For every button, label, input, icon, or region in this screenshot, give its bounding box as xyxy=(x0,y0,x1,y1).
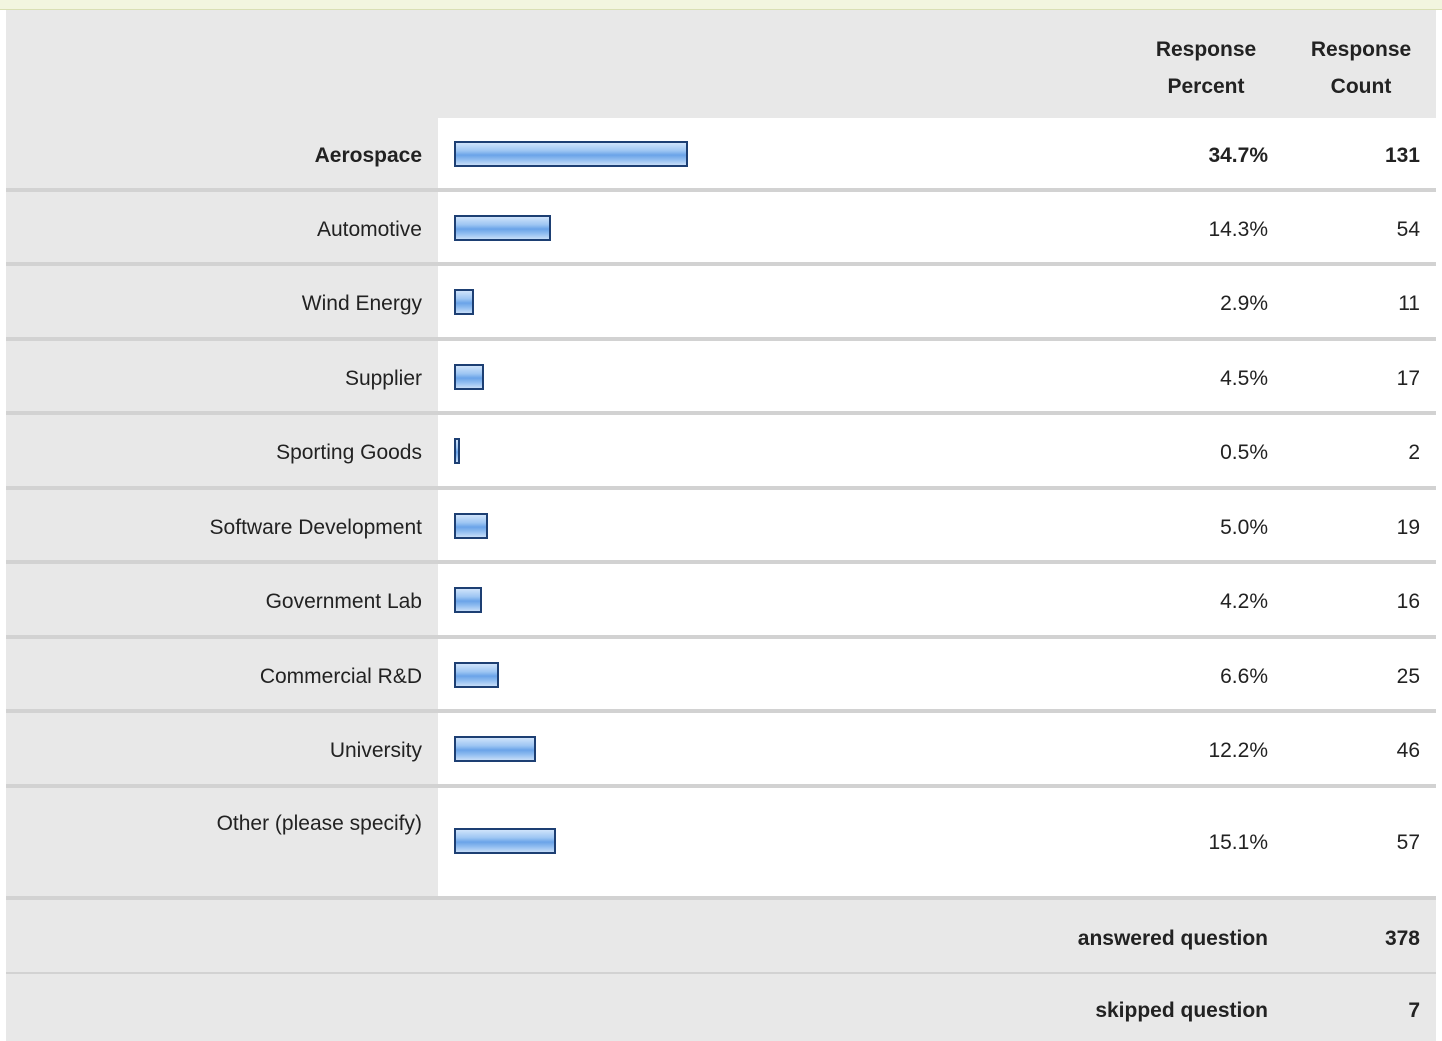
category-label: Commercial R&D xyxy=(259,665,422,688)
response-count-value: 16 xyxy=(1396,590,1420,613)
bar xyxy=(454,215,551,241)
row-label-cell: University xyxy=(6,713,438,788)
bar-cell xyxy=(438,415,1436,490)
bar-cell xyxy=(438,118,1436,192)
row-label-cell: Aerospace xyxy=(6,118,438,192)
top-bar xyxy=(0,0,1442,10)
response-percent-value: 15.1% xyxy=(1208,831,1268,854)
table-row: Automotive 14.3% 54 xyxy=(6,192,1436,266)
response-count-header-line2: Count xyxy=(1330,75,1392,98)
answered-question-value: 378 xyxy=(1384,927,1420,950)
category-label: Supplier xyxy=(344,367,422,390)
bar xyxy=(454,513,488,539)
row-label-cell: Automotive xyxy=(6,192,438,266)
response-count-header: Response Count xyxy=(1291,31,1431,105)
bar xyxy=(454,289,474,315)
skipped-question-value: 7 xyxy=(1408,999,1420,1022)
bar xyxy=(454,736,536,762)
response-percent-value: 0.5% xyxy=(1220,441,1268,464)
row-label-cell: Sporting Goods xyxy=(6,415,438,490)
table-row: Software Development 5.0% 19 xyxy=(6,490,1436,564)
bar xyxy=(454,587,482,613)
category-label: Software Development xyxy=(209,516,422,539)
row-label-cell: Supplier xyxy=(6,341,438,415)
category-label: Other (please specify) xyxy=(216,812,422,835)
response-percent-value: 4.2% xyxy=(1220,590,1268,613)
bar-cell xyxy=(438,192,1436,266)
response-count-value: 46 xyxy=(1396,739,1420,762)
answered-question-label: answered question xyxy=(1077,927,1268,950)
table-row: Other (please specify) 15.1% 57 xyxy=(6,788,1436,900)
response-percent-value: 5.0% xyxy=(1220,516,1268,539)
response-count-value: 11 xyxy=(1398,292,1420,315)
response-percent-header-line1: Response xyxy=(1155,38,1257,61)
response-count-value: 25 xyxy=(1396,665,1420,688)
bar-cell xyxy=(438,564,1436,639)
response-percent-header-line2: Percent xyxy=(1167,75,1245,98)
response-percent-value: 2.9% xyxy=(1220,292,1268,315)
table-row: Supplier 4.5% 17 xyxy=(6,341,1436,415)
row-label-cell: Government Lab xyxy=(6,564,438,639)
response-count-value: 19 xyxy=(1396,516,1420,539)
answered-question-row: answered question 378 xyxy=(6,900,1436,974)
skipped-question-row: skipped question 7 xyxy=(6,974,1436,1041)
bar-cell xyxy=(438,490,1436,564)
table-row: Aerospace 34.7% 131 xyxy=(6,118,1436,192)
category-label: University xyxy=(329,739,422,762)
row-label-cell: Commercial R&D xyxy=(6,639,438,713)
table-header: Response Percent Response Count xyxy=(6,10,1436,118)
bar xyxy=(454,364,484,390)
category-label: Aerospace xyxy=(314,144,422,167)
response-count-value: 54 xyxy=(1396,218,1420,241)
skipped-question-label: skipped question xyxy=(1095,999,1268,1022)
bar xyxy=(454,662,499,688)
category-label: Government Lab xyxy=(265,590,422,613)
bar xyxy=(454,141,688,167)
category-label: Automotive xyxy=(316,218,422,241)
bar xyxy=(454,828,556,854)
response-percent-value: 6.6% xyxy=(1220,665,1268,688)
bar-cell xyxy=(438,266,1436,341)
survey-results-table: Response Percent Response Count Aerospac… xyxy=(6,10,1436,1041)
bar-cell xyxy=(438,639,1436,713)
category-label: Wind Energy xyxy=(301,292,422,315)
response-percent-header: Response Percent xyxy=(1136,31,1276,105)
response-percent-value: 34.7% xyxy=(1208,144,1268,167)
table-row: University 12.2% 46 xyxy=(6,713,1436,788)
table-row: Commercial R&D 6.6% 25 xyxy=(6,639,1436,713)
row-label-cell: Wind Energy xyxy=(6,266,438,341)
bar-cell xyxy=(438,341,1436,415)
category-label: Sporting Goods xyxy=(276,441,422,464)
bar xyxy=(454,438,460,464)
table-row: Wind Energy 2.9% 11 xyxy=(6,266,1436,341)
row-label-cell: Other (please specify) xyxy=(6,788,438,900)
response-percent-value: 4.5% xyxy=(1220,367,1268,390)
response-count-header-line1: Response xyxy=(1310,38,1412,61)
response-count-value: 131 xyxy=(1384,144,1420,167)
table-row: Sporting Goods 0.5% 2 xyxy=(6,415,1436,490)
response-percent-value: 12.2% xyxy=(1208,739,1268,762)
response-count-value: 17 xyxy=(1396,367,1420,390)
response-count-value: 57 xyxy=(1396,831,1420,854)
response-count-value: 2 xyxy=(1408,441,1420,464)
response-percent-value: 14.3% xyxy=(1208,218,1268,241)
row-label-cell: Software Development xyxy=(6,490,438,564)
bar-cell xyxy=(438,713,1436,788)
bar-cell xyxy=(438,788,1436,900)
table-row: Government Lab 4.2% 16 xyxy=(6,564,1436,639)
